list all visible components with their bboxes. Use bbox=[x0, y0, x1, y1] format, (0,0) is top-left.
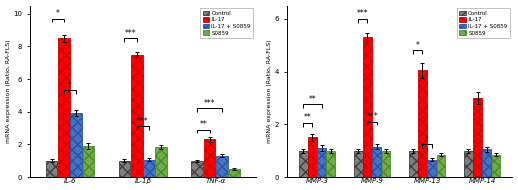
Bar bbox=[192, 161, 203, 177]
Text: *: * bbox=[56, 9, 60, 18]
Legend: Control, IL-17, IL-17 + S0859, S0859: Control, IL-17, IL-17 + S0859, S0859 bbox=[457, 8, 510, 38]
Bar bbox=[299, 151, 308, 177]
Bar bbox=[204, 139, 215, 177]
Bar bbox=[228, 169, 240, 177]
Bar bbox=[464, 151, 473, 177]
Bar bbox=[317, 148, 326, 177]
Bar bbox=[418, 70, 427, 177]
Bar bbox=[143, 160, 155, 177]
Bar bbox=[409, 151, 418, 177]
Text: *: * bbox=[425, 135, 429, 144]
Bar bbox=[82, 146, 94, 177]
Text: *: * bbox=[68, 81, 72, 90]
Bar bbox=[363, 37, 372, 177]
Text: ***: *** bbox=[204, 99, 215, 108]
Text: ***: *** bbox=[125, 29, 136, 38]
Bar bbox=[482, 149, 491, 177]
Text: ***: *** bbox=[366, 112, 378, 121]
Text: ***: *** bbox=[357, 9, 369, 18]
Text: *: * bbox=[416, 41, 420, 50]
Bar bbox=[46, 161, 57, 177]
Text: **: ** bbox=[309, 95, 316, 104]
Bar bbox=[70, 113, 82, 177]
Bar bbox=[326, 151, 335, 177]
Bar bbox=[308, 138, 317, 177]
Bar bbox=[437, 155, 445, 177]
Y-axis label: mRNA expression (Ratio, RA-FLS): mRNA expression (Ratio, RA-FLS) bbox=[267, 40, 272, 143]
Bar bbox=[372, 147, 381, 177]
Bar bbox=[119, 161, 131, 177]
Y-axis label: mRNA expression (Ratio, RA-FLS): mRNA expression (Ratio, RA-FLS) bbox=[6, 40, 10, 143]
Bar bbox=[216, 156, 227, 177]
Legend: Control, IL-17, IL-17 + S0859, S0859: Control, IL-17, IL-17 + S0859, S0859 bbox=[200, 8, 253, 38]
Bar bbox=[354, 151, 363, 177]
Bar bbox=[473, 98, 482, 177]
Bar bbox=[155, 147, 167, 177]
Bar bbox=[382, 151, 391, 177]
Bar bbox=[492, 155, 500, 177]
Bar bbox=[131, 55, 142, 177]
Text: **: ** bbox=[199, 120, 207, 129]
Bar bbox=[427, 160, 436, 177]
Bar bbox=[58, 38, 70, 177]
Text: **: ** bbox=[304, 113, 312, 122]
Text: ***: *** bbox=[137, 117, 149, 126]
